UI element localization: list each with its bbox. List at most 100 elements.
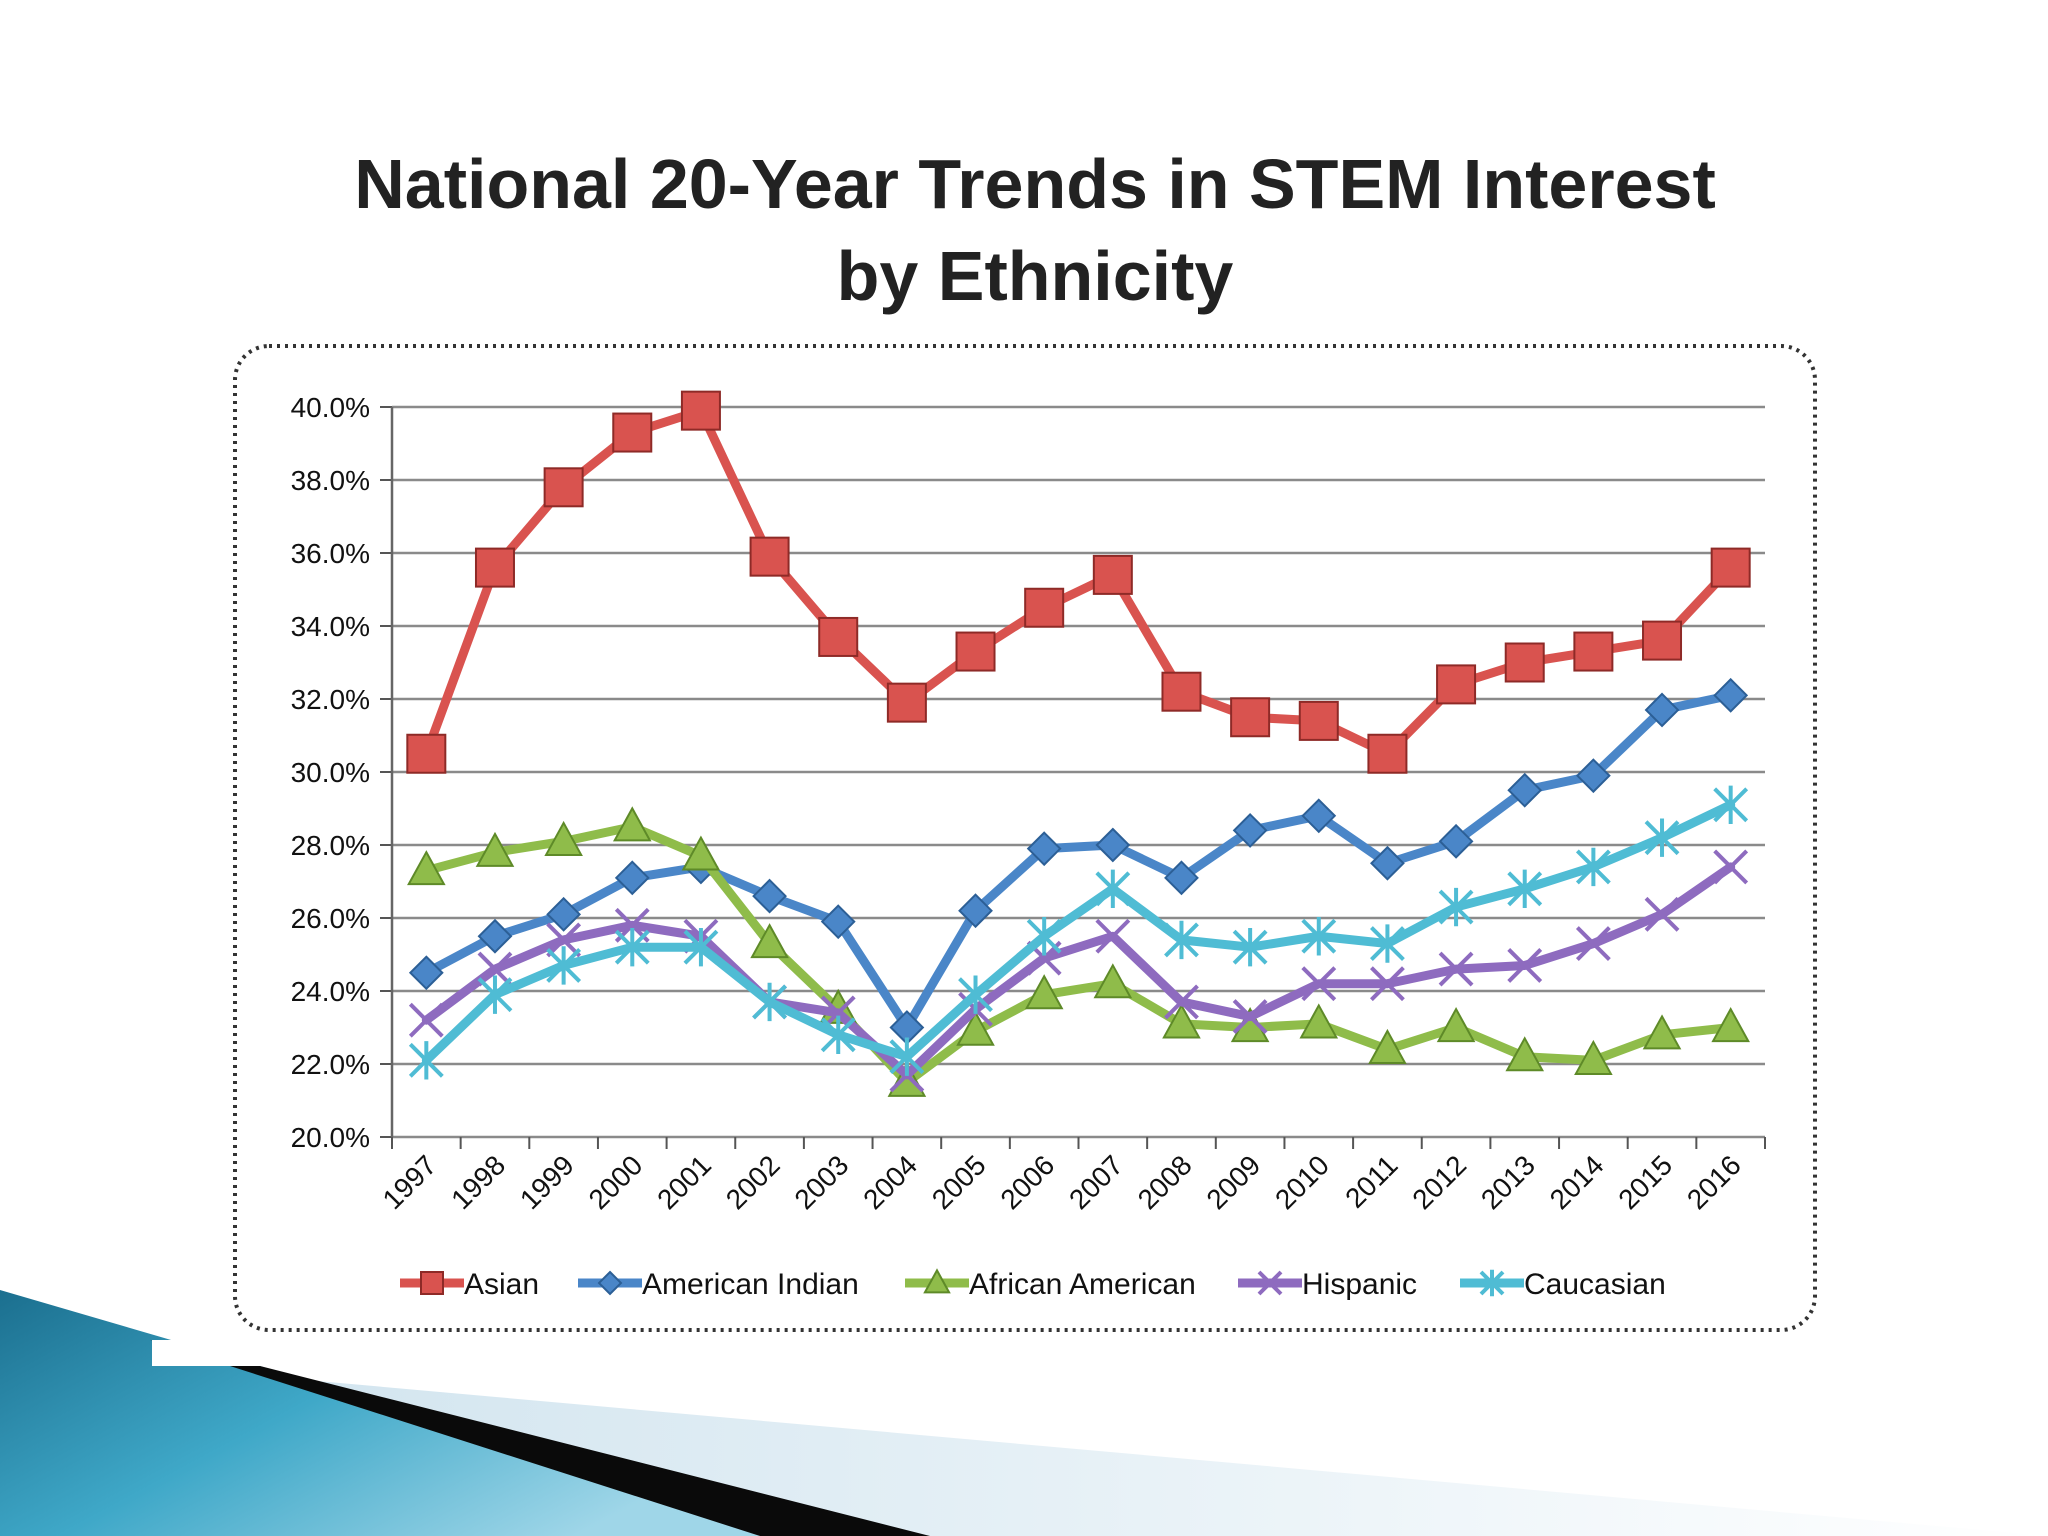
data-point [887,1061,927,1097]
data-point [1436,664,1477,705]
axis-layer: 20.0% 22.0% 24.0% 26.0% 28.0% 30.0% 32.0% 34.0%… [291,392,1766,1215]
data-point [1232,999,1268,1034]
x-tick-label: 2009 [1200,1149,1266,1215]
y-tick-label: 30.0% [291,757,370,788]
x-tick-label: 2012 [1406,1149,1472,1215]
y-tick-label: 26.0% [291,903,370,934]
data-point [818,616,859,657]
data-point [1095,827,1131,863]
data-point [475,831,515,867]
data-point [546,896,582,932]
data-point [1230,697,1271,738]
data-point [1575,847,1611,887]
data-point [1711,1007,1750,1043]
data-point [1438,951,1474,987]
data-point [1164,920,1199,960]
data-point [889,1037,925,1076]
x-tick-label: 2016 [1681,1149,1747,1215]
data-point [886,682,927,723]
legend: Asian American Indian African American Hisp… [400,1268,1666,1301]
data-point [1161,671,1202,712]
data-point [1257,1270,1283,1296]
data-point [1438,887,1474,927]
series-line [421,406,1736,759]
data-point [1232,928,1268,967]
data-point [1301,966,1337,1002]
data-point [680,390,721,431]
data-point [750,923,789,959]
data-point [1644,818,1680,857]
legend-label: American Indian [642,1268,859,1301]
x-tick-label: 2004 [857,1149,923,1215]
data-point [1573,631,1614,672]
y-tick-label: 20.0% [291,1122,370,1153]
data-point [612,806,652,842]
legend-label: African American [969,1268,1196,1301]
data-point [1713,677,1749,713]
x-tick-label: 2003 [788,1149,854,1215]
data-point [1164,860,1199,896]
data-point [1024,974,1064,1010]
legend-label: Caucasian [1524,1268,1666,1301]
data-point [1713,785,1749,825]
legend-item: African American [905,1268,1196,1301]
legend-item: Hispanic [1238,1268,1417,1301]
y-tick-label: 34.0% [291,611,370,642]
data-point [544,820,583,856]
data-point [408,1002,444,1038]
data-point [955,631,996,672]
swoosh-white-cut [152,1340,272,1366]
data-point [1575,758,1611,794]
x-tick-label: 2001 [651,1149,717,1215]
x-tick-label: 2010 [1269,1149,1335,1215]
data-point [1507,772,1543,808]
x-tick-label: 2000 [583,1149,649,1215]
data-point [1301,917,1337,956]
data-point [956,1010,995,1046]
swoosh-dark [150,1340,930,1536]
x-tick-label: 2008 [1132,1149,1198,1215]
x-tick-label: 2002 [720,1149,786,1215]
data-point [477,918,513,954]
data-point [546,922,582,958]
x-tick-label: 1998 [445,1149,511,1215]
data-point [1092,554,1133,595]
data-point [614,860,650,896]
data-point [1026,831,1062,867]
series-caucasian [408,785,1749,1080]
data-point [1164,984,1199,1020]
y-tick-label: 38.0% [291,465,370,496]
y-tick-label: 36.0% [291,538,370,569]
data-point [1301,798,1337,834]
data-point [1298,700,1339,741]
data-point [958,975,993,1014]
x-tick-label: 2013 [1475,1149,1541,1215]
y-tick-label: 32.0% [291,684,370,715]
data-point [420,1271,444,1295]
data-point [1644,692,1680,728]
data-point [1370,845,1405,881]
legend-label: Hispanic [1302,1268,1417,1301]
data-point [1438,823,1474,859]
data-point [923,1268,951,1294]
data-point [407,850,446,886]
data-point [681,835,721,871]
legend-item: American Indian [578,1268,859,1301]
x-tick-label: 1999 [514,1149,580,1215]
data-point [1710,547,1751,588]
data-point [1232,812,1268,848]
data-point [1095,869,1131,908]
data-point [408,955,444,991]
y-tick-label: 28.0% [291,830,370,861]
x-tick-label: 2007 [1063,1149,1129,1215]
data-point [543,467,584,508]
x-tick-label: 2011 [1339,1149,1404,1214]
data-point [1479,1269,1505,1297]
data-point [1026,917,1062,956]
data-point [820,904,856,940]
data-point [752,982,787,1022]
y-tick-label: 40.0% [291,392,370,423]
data-point [1024,587,1065,628]
